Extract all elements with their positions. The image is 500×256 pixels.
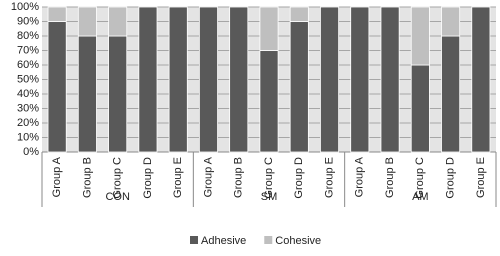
legend-label: Cohesive: [275, 235, 321, 247]
legend-swatch: [264, 236, 273, 244]
bar-segment: [380, 6, 400, 153]
bar-segment: [441, 6, 461, 37]
x-tick-label: Group B: [233, 157, 245, 198]
x-tick-label: Group B: [384, 157, 396, 198]
x-tick-label: Group D: [445, 157, 457, 199]
x-tick-label: Group A: [202, 156, 214, 197]
bar-segment: [77, 35, 97, 153]
bar-segment: [198, 6, 218, 153]
x-tick-label: Group C: [414, 157, 426, 199]
bar-segment: [471, 6, 491, 153]
x-tick-label: Group E: [323, 157, 335, 198]
x-tick-label: Group A: [51, 156, 63, 197]
bar-segment: [229, 6, 249, 153]
y-tick-label: 50%: [17, 73, 39, 85]
y-tick-label: 40%: [17, 88, 39, 100]
legend-swatch: [190, 236, 198, 244]
legend-label: Adhesive: [201, 235, 246, 247]
bar-segment: [259, 50, 279, 153]
bar-segment: [410, 6, 430, 66]
bar-segment: [108, 35, 128, 153]
x-tick-label: Group C: [263, 157, 275, 199]
y-tick-label: 60%: [17, 59, 39, 71]
bar-segment: [108, 6, 128, 37]
y-tick-label: 0%: [23, 146, 39, 158]
bar-segment: [47, 6, 67, 22]
x-tick-label: Group D: [293, 157, 305, 199]
y-tick-label: 100%: [11, 1, 39, 13]
bar-segment: [441, 35, 461, 153]
bar-segment: [138, 6, 158, 153]
bar-segment: [289, 21, 309, 153]
x-tick-label: Group D: [142, 157, 154, 199]
y-tick-label: 70%: [17, 44, 39, 56]
bar-segment: [259, 6, 279, 51]
x-tick-label: Group E: [172, 157, 184, 198]
y-tick-label: 20%: [17, 117, 39, 129]
x-tick-label: Group E: [475, 157, 487, 198]
y-tick-label: 90%: [17, 15, 39, 27]
x-tick-label: Group A: [354, 156, 366, 197]
group-label: SM: [261, 191, 278, 203]
y-tick-label: 10%: [17, 131, 39, 143]
bar-segment: [77, 6, 97, 37]
group-label: AM: [412, 191, 429, 203]
y-tick-label: 30%: [17, 102, 39, 114]
bar-segment: [47, 21, 67, 153]
bar-segment: [320, 6, 340, 153]
bar-segment: [168, 6, 188, 153]
x-tick-label: Group C: [112, 157, 124, 199]
x-tick-label: Group B: [81, 157, 93, 198]
bar-segment: [410, 64, 430, 153]
bar-segment: [350, 6, 370, 153]
bar-segment: [289, 6, 309, 22]
y-tick-label: 80%: [17, 30, 39, 42]
group-label: CON: [105, 191, 130, 203]
